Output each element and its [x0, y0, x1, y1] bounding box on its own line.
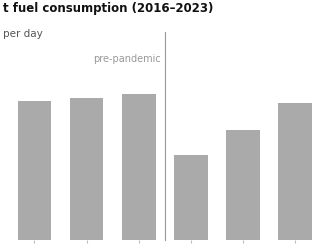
Bar: [226, 130, 259, 240]
Bar: [278, 103, 312, 240]
Bar: [174, 155, 208, 240]
Bar: [122, 94, 156, 240]
Bar: [18, 100, 52, 240]
Text: per day: per day: [3, 29, 43, 39]
Text: t fuel consumption (2016–2023): t fuel consumption (2016–2023): [3, 2, 214, 15]
Bar: [70, 98, 103, 240]
Text: pre-pandemic: pre-pandemic: [93, 53, 160, 63]
